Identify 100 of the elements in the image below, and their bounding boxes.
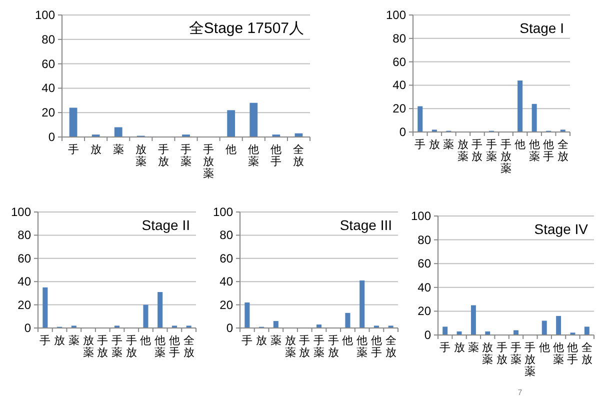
x-tick-label: 手薬 [486, 138, 497, 163]
bar [542, 320, 547, 335]
x-tick-label: 手放 [299, 334, 310, 359]
x-tick-label: 手放 [158, 143, 169, 168]
x-tick-label: 放 薬 [482, 342, 494, 366]
x-tick-label: 他手 [370, 335, 382, 359]
x-tick-label: 手放 [126, 334, 137, 359]
y-tick-label: 20 [220, 298, 234, 312]
y-tick-label: 60 [220, 251, 234, 266]
chart-title: Stage I [520, 20, 564, 36]
y-tick-label: 100 [10, 205, 32, 219]
x-tick-label: 手 放 [496, 341, 508, 366]
x-tick-label: 手 [440, 341, 451, 354]
y-tick-label: 20 [418, 304, 432, 318]
bar [143, 304, 148, 328]
bar [345, 312, 350, 328]
x-tick-label: 放 [454, 342, 465, 354]
bar [518, 80, 523, 132]
x-tick-label: 全放 [183, 335, 194, 359]
y-tick-label: 80 [18, 228, 32, 242]
bar [227, 110, 236, 137]
chart-title: Stage IV [534, 221, 589, 237]
x-tick-label: 手薬 [510, 341, 522, 366]
y-tick-label: 20 [42, 106, 56, 120]
bar [250, 102, 258, 137]
y-tick-label: 80 [220, 228, 234, 242]
x-tick-label: 手 放薬 [500, 138, 512, 175]
x-tick-label: 放 [256, 335, 268, 347]
x-tick-label: 放 [54, 335, 66, 347]
y-tick-label: 20 [392, 102, 406, 116]
chart-title: Stage II [142, 217, 190, 233]
x-tick-label: 薬 [112, 143, 124, 156]
x-tick-label: 他 [140, 335, 152, 347]
y-tick-label: 80 [392, 31, 406, 46]
x-tick-label: 他 [514, 139, 526, 151]
x-tick-label: 薬 [443, 138, 454, 151]
y-tick-label: 0 [399, 125, 406, 139]
y-tick-label: 0 [424, 328, 432, 342]
bar [244, 302, 250, 328]
x-tick-label: 他手 [168, 335, 180, 359]
x-tick-label: 手 放 [328, 334, 339, 359]
x-tick-label: 手 [414, 138, 426, 151]
x-tick-label: 手放薬 [203, 143, 214, 180]
y-tick-label: 60 [18, 251, 32, 266]
y-tick-label: 100 [212, 205, 234, 219]
bar [556, 316, 562, 335]
chart-title: Stage III [340, 217, 392, 233]
bar [69, 108, 78, 137]
x-tick-label: 他 [226, 144, 237, 156]
y-tick-label: 0 [226, 321, 234, 335]
bar [114, 127, 122, 137]
bar [360, 280, 365, 328]
y-tick-label: 40 [418, 280, 432, 294]
bar [584, 326, 590, 335]
text: 7 [518, 388, 523, 397]
bar [470, 305, 476, 335]
bar [532, 104, 537, 132]
x-tick-label: 放薬 [82, 335, 94, 359]
bar [418, 106, 423, 132]
y-tick-label: 40 [42, 81, 56, 96]
y-tick-label: 0 [48, 130, 56, 144]
y-tick-label: 20 [18, 298, 32, 312]
x-tick-label: 他手 [270, 144, 282, 168]
x-tick-label: 薬 [270, 334, 282, 347]
y-tick-label: 60 [42, 56, 56, 71]
x-tick-label: 手薬 [112, 334, 122, 359]
y-tick-label: 80 [418, 232, 432, 247]
x-tick-label: 放薬 [284, 335, 296, 359]
x-tick-label: 薬 [468, 341, 479, 354]
x-tick-label: 手 放 薬 [524, 341, 536, 378]
x-tick-label: 他手 [543, 139, 554, 163]
x-tick-label: 他薬 [528, 139, 540, 163]
y-tick-label: 80 [42, 32, 56, 46]
x-tick-label: 放薬 [135, 144, 146, 168]
y-tick-label: 40 [220, 274, 234, 289]
x-tick-label: 手放 [472, 138, 483, 163]
x-tick-label: 薬 [68, 334, 80, 347]
x-tick-label: 手 [40, 334, 51, 347]
bar [514, 330, 518, 335]
y-tick-label: 60 [392, 54, 406, 69]
bar [442, 326, 448, 335]
x-tick-label: 放 [90, 144, 102, 156]
x-tick-label: 手 [242, 334, 253, 347]
y-tick-label: 100 [386, 8, 406, 22]
x-tick-label: 全放 [293, 144, 304, 168]
y-tick-label: 0 [24, 321, 32, 335]
x-tick-label: 他 [342, 335, 354, 347]
x-tick-label: 放薬 [457, 139, 468, 163]
bar [42, 287, 48, 328]
x-tick-label: 全放 [557, 139, 568, 163]
x-tick-label: 手薬 [314, 334, 324, 359]
x-tick-label: 他 [538, 342, 550, 354]
x-tick-label: 手薬 [180, 143, 192, 168]
x-tick-label: 他薬 [154, 335, 166, 359]
y-tick-label: 100 [410, 209, 432, 223]
y-tick-label: 40 [392, 78, 406, 92]
y-tick-label: 60 [418, 256, 432, 271]
x-tick-label: 放 [428, 139, 440, 151]
x-tick-label: 手放 [97, 334, 108, 359]
chart-title: 全Stage 17507人 [188, 20, 304, 37]
